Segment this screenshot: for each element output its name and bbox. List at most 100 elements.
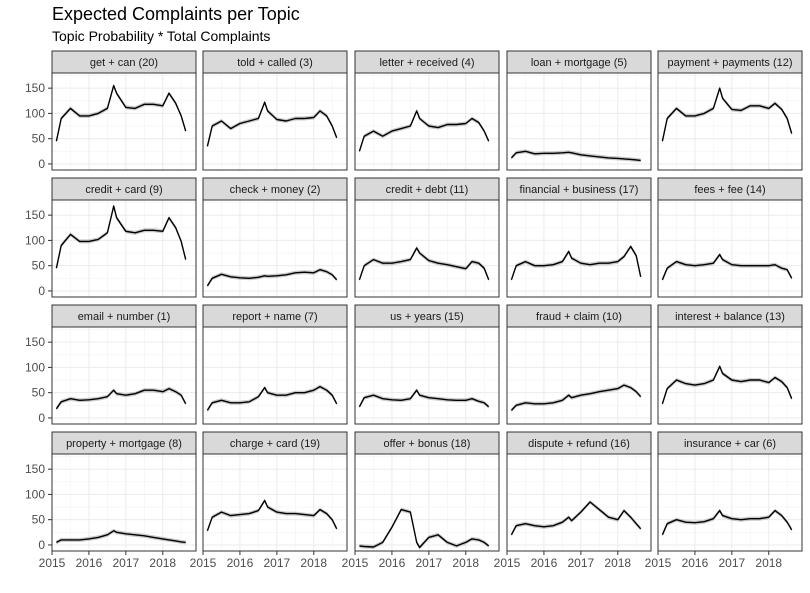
confidence-ribbon xyxy=(359,388,489,409)
y-tick-label: 150 xyxy=(25,335,45,349)
chart-title: Expected Complaints per Topic xyxy=(52,4,300,24)
x-tick-label: 2017 xyxy=(415,556,442,570)
series-line-offer-bonus-18 xyxy=(359,508,490,549)
series-line-fraud-claim-10 xyxy=(510,384,642,411)
series-line-financial-business-17 xyxy=(510,245,642,281)
panel-background xyxy=(507,454,651,551)
facet-strip-label: offer + bonus (18) xyxy=(384,438,471,450)
panel-background xyxy=(658,454,802,551)
facet-panel-told-called-3: told + called (3) xyxy=(202,50,348,171)
y-tick-label: 50 xyxy=(32,513,46,527)
panel-background xyxy=(507,327,651,424)
facet-strip-label: email + number (1) xyxy=(78,311,171,323)
facet-strip-label: loan + mortgage (5) xyxy=(531,57,627,69)
facet-panel-dispute-refund-16: dispute + refund (16) xyxy=(506,431,652,552)
x-tick-label: 2016 xyxy=(379,556,406,570)
confidence-ribbon xyxy=(511,149,641,163)
facet-panel-interest-balance-13: interest + balance (13) xyxy=(657,304,803,425)
facet-strip-label: dispute + refund (16) xyxy=(528,438,630,450)
y-tick-label: 0 xyxy=(38,284,45,298)
facet-panel-email-number-1: email + number (1) xyxy=(51,304,197,425)
x-tick-label: 2016 xyxy=(76,556,103,570)
facet-strip-label: get + can (20) xyxy=(90,57,158,69)
confidence-ribbon xyxy=(662,86,792,144)
x-tick-label: 2018 xyxy=(604,556,631,570)
panel-background xyxy=(52,327,196,424)
panel-border xyxy=(51,72,197,171)
facet-strip-label: interest + balance (13) xyxy=(675,311,785,323)
y-tick-label: 100 xyxy=(25,360,45,374)
panel-border xyxy=(202,326,348,425)
panel-background xyxy=(355,327,499,424)
series-line-dispute-refund-16 xyxy=(510,501,642,536)
x-axes: 2015 2016 2017 2018 2015 2016 2017 2018 2015 2016… xyxy=(39,551,782,570)
facet-strip-label: charge + card (19) xyxy=(230,438,320,450)
facet-strip-label: insurance + car (6) xyxy=(684,438,776,450)
y-tick-label: 50 xyxy=(32,386,46,400)
panel-border xyxy=(202,453,348,552)
facet-panel-us-years-15: us + years (15) xyxy=(354,304,500,425)
panel-border xyxy=(354,72,500,171)
series-line-insurance-car-6 xyxy=(661,509,793,536)
panel-background xyxy=(203,200,347,297)
confidence-ribbon xyxy=(511,500,641,537)
facet-strip-label: financial + business (17) xyxy=(520,184,639,196)
confidence-ribbon xyxy=(511,244,641,282)
panel-border xyxy=(506,72,652,171)
series-line-get-can-20 xyxy=(55,84,187,142)
series-line-loan-mortgage-5 xyxy=(510,150,641,162)
y-tick-label: 150 xyxy=(25,208,45,222)
panel-border xyxy=(657,199,803,298)
x-tick-label: 2015 xyxy=(39,556,66,570)
confidence-ribbon xyxy=(359,507,489,550)
facet-panel-report-name-7: report + name (7) xyxy=(202,304,348,425)
y-tick-label: 150 xyxy=(25,462,45,476)
panel-border xyxy=(657,326,803,425)
series-line-check-money-2 xyxy=(206,269,338,287)
facet-panel-insurance-car-6: insurance + car (6) xyxy=(657,431,803,552)
series-line-us-years-15 xyxy=(358,389,490,408)
x-tick-label: 2018 xyxy=(452,556,479,570)
panel-background xyxy=(203,73,347,170)
facet-strip-label: fees + fee (14) xyxy=(694,184,765,196)
series-line-told-called-3 xyxy=(206,101,338,147)
panel-border xyxy=(354,326,500,425)
series-line-credit-card-9 xyxy=(55,205,187,269)
facet-strip-label: credit + card (9) xyxy=(85,184,162,196)
panel-background xyxy=(658,327,802,424)
series-line-charge-card-19 xyxy=(206,499,338,532)
series-line-payment-payments-12 xyxy=(661,87,793,142)
y-tick-label: 100 xyxy=(25,487,45,501)
x-tick-label: 2016 xyxy=(227,556,254,570)
facet-strip-label: us + years (15) xyxy=(390,311,464,323)
panel-background xyxy=(355,454,499,551)
panel-background xyxy=(507,200,651,297)
facet-panel-fees-fee-14: fees + fee (14) xyxy=(657,177,803,298)
panel-border xyxy=(202,72,348,171)
facet-panel-check-money-2: check + money (2) xyxy=(202,177,348,298)
confidence-ribbon xyxy=(662,252,792,282)
panel-background xyxy=(355,200,499,297)
series-line-fees-fee-14 xyxy=(661,253,793,281)
facet-panel-offer-bonus-18: offer + bonus (18) xyxy=(354,431,500,552)
panel-background xyxy=(203,327,347,424)
x-tick-label: 2015 xyxy=(190,556,217,570)
x-tick-label: 2015 xyxy=(645,556,672,570)
facet-panel-charge-card-19: charge + card (19) xyxy=(202,431,348,552)
y-axes: 0 50 100 150 0 50 100 150 0 50 100 150 0 50 100 150 xyxy=(25,81,52,552)
y-tick-label: 100 xyxy=(25,106,45,120)
x-tick-label: 2017 xyxy=(567,556,594,570)
x-tick-label: 2017 xyxy=(112,556,139,570)
x-tick-label: 2017 xyxy=(718,556,745,570)
panel-border xyxy=(51,199,197,298)
x-tick-label: 2018 xyxy=(755,556,782,570)
y-tick-label: 100 xyxy=(25,233,45,247)
panel-border xyxy=(354,453,500,552)
facet-strip-label: property + mortgage (8) xyxy=(66,438,182,450)
facet-strip-label: fraud + claim (10) xyxy=(536,311,622,323)
series-line-credit-debt-11 xyxy=(358,247,490,281)
facet-strip-label: letter + received (4) xyxy=(379,57,474,69)
facet-panel-letter-received-4: letter + received (4) xyxy=(354,50,500,171)
panel-border xyxy=(506,326,652,425)
